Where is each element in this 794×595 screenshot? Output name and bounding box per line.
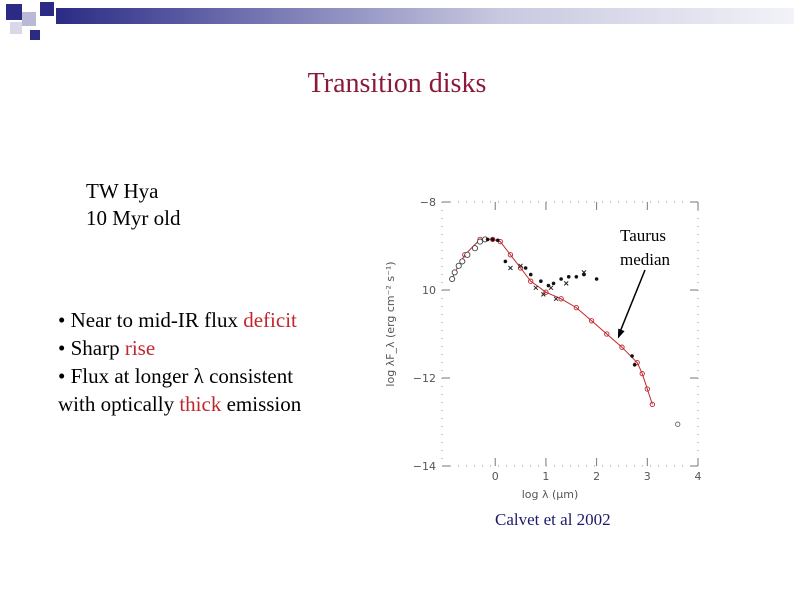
bullet-item: • Flux at longer λ consistent bbox=[58, 362, 301, 390]
filled-point bbox=[485, 237, 490, 242]
filled-point bbox=[528, 272, 533, 277]
model-point bbox=[543, 289, 549, 295]
filled-point bbox=[523, 266, 528, 270]
bullet-text: • Sharp bbox=[58, 336, 125, 360]
model-line bbox=[451, 238, 653, 405]
filled-point bbox=[566, 275, 571, 279]
bullet-text: • Near to mid-IR flux bbox=[58, 308, 244, 332]
x-tick-label: 3 bbox=[644, 470, 651, 483]
model-point bbox=[634, 359, 640, 366]
cross-point bbox=[518, 263, 523, 269]
filled-point bbox=[559, 277, 563, 281]
x-tick-label: 1 bbox=[542, 470, 549, 483]
filled-point bbox=[594, 277, 599, 281]
filled-point bbox=[503, 259, 508, 264]
deco-square bbox=[40, 2, 54, 16]
model-point bbox=[573, 304, 579, 311]
bullet-text: with optically bbox=[58, 392, 180, 416]
open-circle-point bbox=[459, 258, 466, 265]
filled-point bbox=[632, 363, 637, 367]
bullet-highlight: rise bbox=[124, 336, 156, 360]
bullet-text: • Flux at longer λ consistent bbox=[58, 364, 294, 388]
bullet-item: with optically thick emission bbox=[58, 390, 301, 418]
x-tick-label: 2 bbox=[593, 470, 600, 483]
filled-point bbox=[539, 279, 543, 283]
chart-frame bbox=[441, 201, 699, 467]
open-circle-point bbox=[455, 262, 462, 269]
bullet-list: • Near to mid-IR flux deficit • Sharp ri… bbox=[58, 306, 301, 418]
object-age: 10 Myr old bbox=[86, 206, 181, 230]
y-tick-label: 10 bbox=[422, 284, 436, 297]
model-point bbox=[507, 252, 514, 258]
cross-point bbox=[581, 270, 587, 275]
annotation-line: Taurus bbox=[620, 226, 667, 245]
bullet-text: emission bbox=[221, 392, 302, 416]
y-tick-label: −12 bbox=[413, 372, 436, 385]
corner-decoration bbox=[0, 0, 794, 60]
chart-marks bbox=[449, 236, 681, 427]
bullet-highlight: deficit bbox=[243, 308, 297, 332]
open-point bbox=[675, 421, 681, 427]
cross-point bbox=[533, 285, 539, 291]
bullet-item: • Sharp rise bbox=[58, 334, 301, 362]
cross-point bbox=[563, 281, 569, 286]
model-point bbox=[649, 401, 656, 408]
open-circle-point bbox=[476, 238, 484, 245]
bullet-item: • Near to mid-IR flux deficit bbox=[58, 306, 301, 334]
open-circle-point bbox=[449, 275, 456, 283]
object-name: TW Hya bbox=[86, 179, 159, 203]
model-point bbox=[490, 236, 496, 243]
y-tick-label: −14 bbox=[413, 460, 436, 473]
annotation-arrowhead bbox=[617, 328, 625, 339]
x-axis-label: log λ (μm) bbox=[522, 488, 579, 501]
model-point bbox=[528, 278, 534, 284]
y-tick-label: −8 bbox=[420, 196, 436, 209]
annotation-arrow bbox=[618, 269, 646, 335]
model-point bbox=[639, 370, 645, 377]
object-info: TW Hya 10 Myr old bbox=[86, 178, 181, 232]
model-point bbox=[619, 344, 625, 350]
chart-ticks: 0 1 2 3 4 −8 10 −12 −14 bbox=[413, 196, 702, 483]
model-point bbox=[644, 386, 650, 392]
taurus-annotation: Taurus median bbox=[620, 224, 670, 272]
bullet-highlight: thick bbox=[179, 392, 222, 416]
filled-point bbox=[574, 275, 579, 279]
x-tick-label: 4 bbox=[695, 470, 702, 483]
open-circle-point bbox=[471, 245, 479, 252]
model-point bbox=[604, 331, 610, 337]
model-point bbox=[558, 296, 564, 302]
filled-point bbox=[495, 238, 500, 243]
cross-point bbox=[553, 296, 559, 302]
model-point bbox=[588, 318, 595, 324]
deco-square bbox=[6, 4, 22, 20]
cross-point bbox=[548, 285, 554, 291]
sed-chart: 0 1 2 3 4 −8 10 −12 −14 log λ (μm) log λF_λ (erg… bbox=[384, 196, 702, 501]
cross-point bbox=[508, 265, 513, 271]
deco-square bbox=[30, 30, 40, 40]
open-circle-point bbox=[464, 251, 471, 258]
open-circle-point bbox=[451, 269, 458, 276]
annotation-line: median bbox=[620, 250, 671, 269]
deco-bar bbox=[56, 8, 794, 24]
deco-square bbox=[10, 22, 22, 34]
filled-point bbox=[551, 281, 556, 286]
citation: Calvet et al 2002 bbox=[495, 510, 611, 529]
slide-title: Transition disks bbox=[307, 68, 487, 99]
filled-point bbox=[630, 354, 634, 358]
deco-square bbox=[22, 12, 36, 26]
x-tick-label: 0 bbox=[492, 470, 499, 483]
filled-point bbox=[490, 237, 495, 242]
cross-point bbox=[541, 292, 546, 297]
y-axis-label: log λF_λ (erg cm⁻² s⁻¹) bbox=[384, 261, 397, 386]
